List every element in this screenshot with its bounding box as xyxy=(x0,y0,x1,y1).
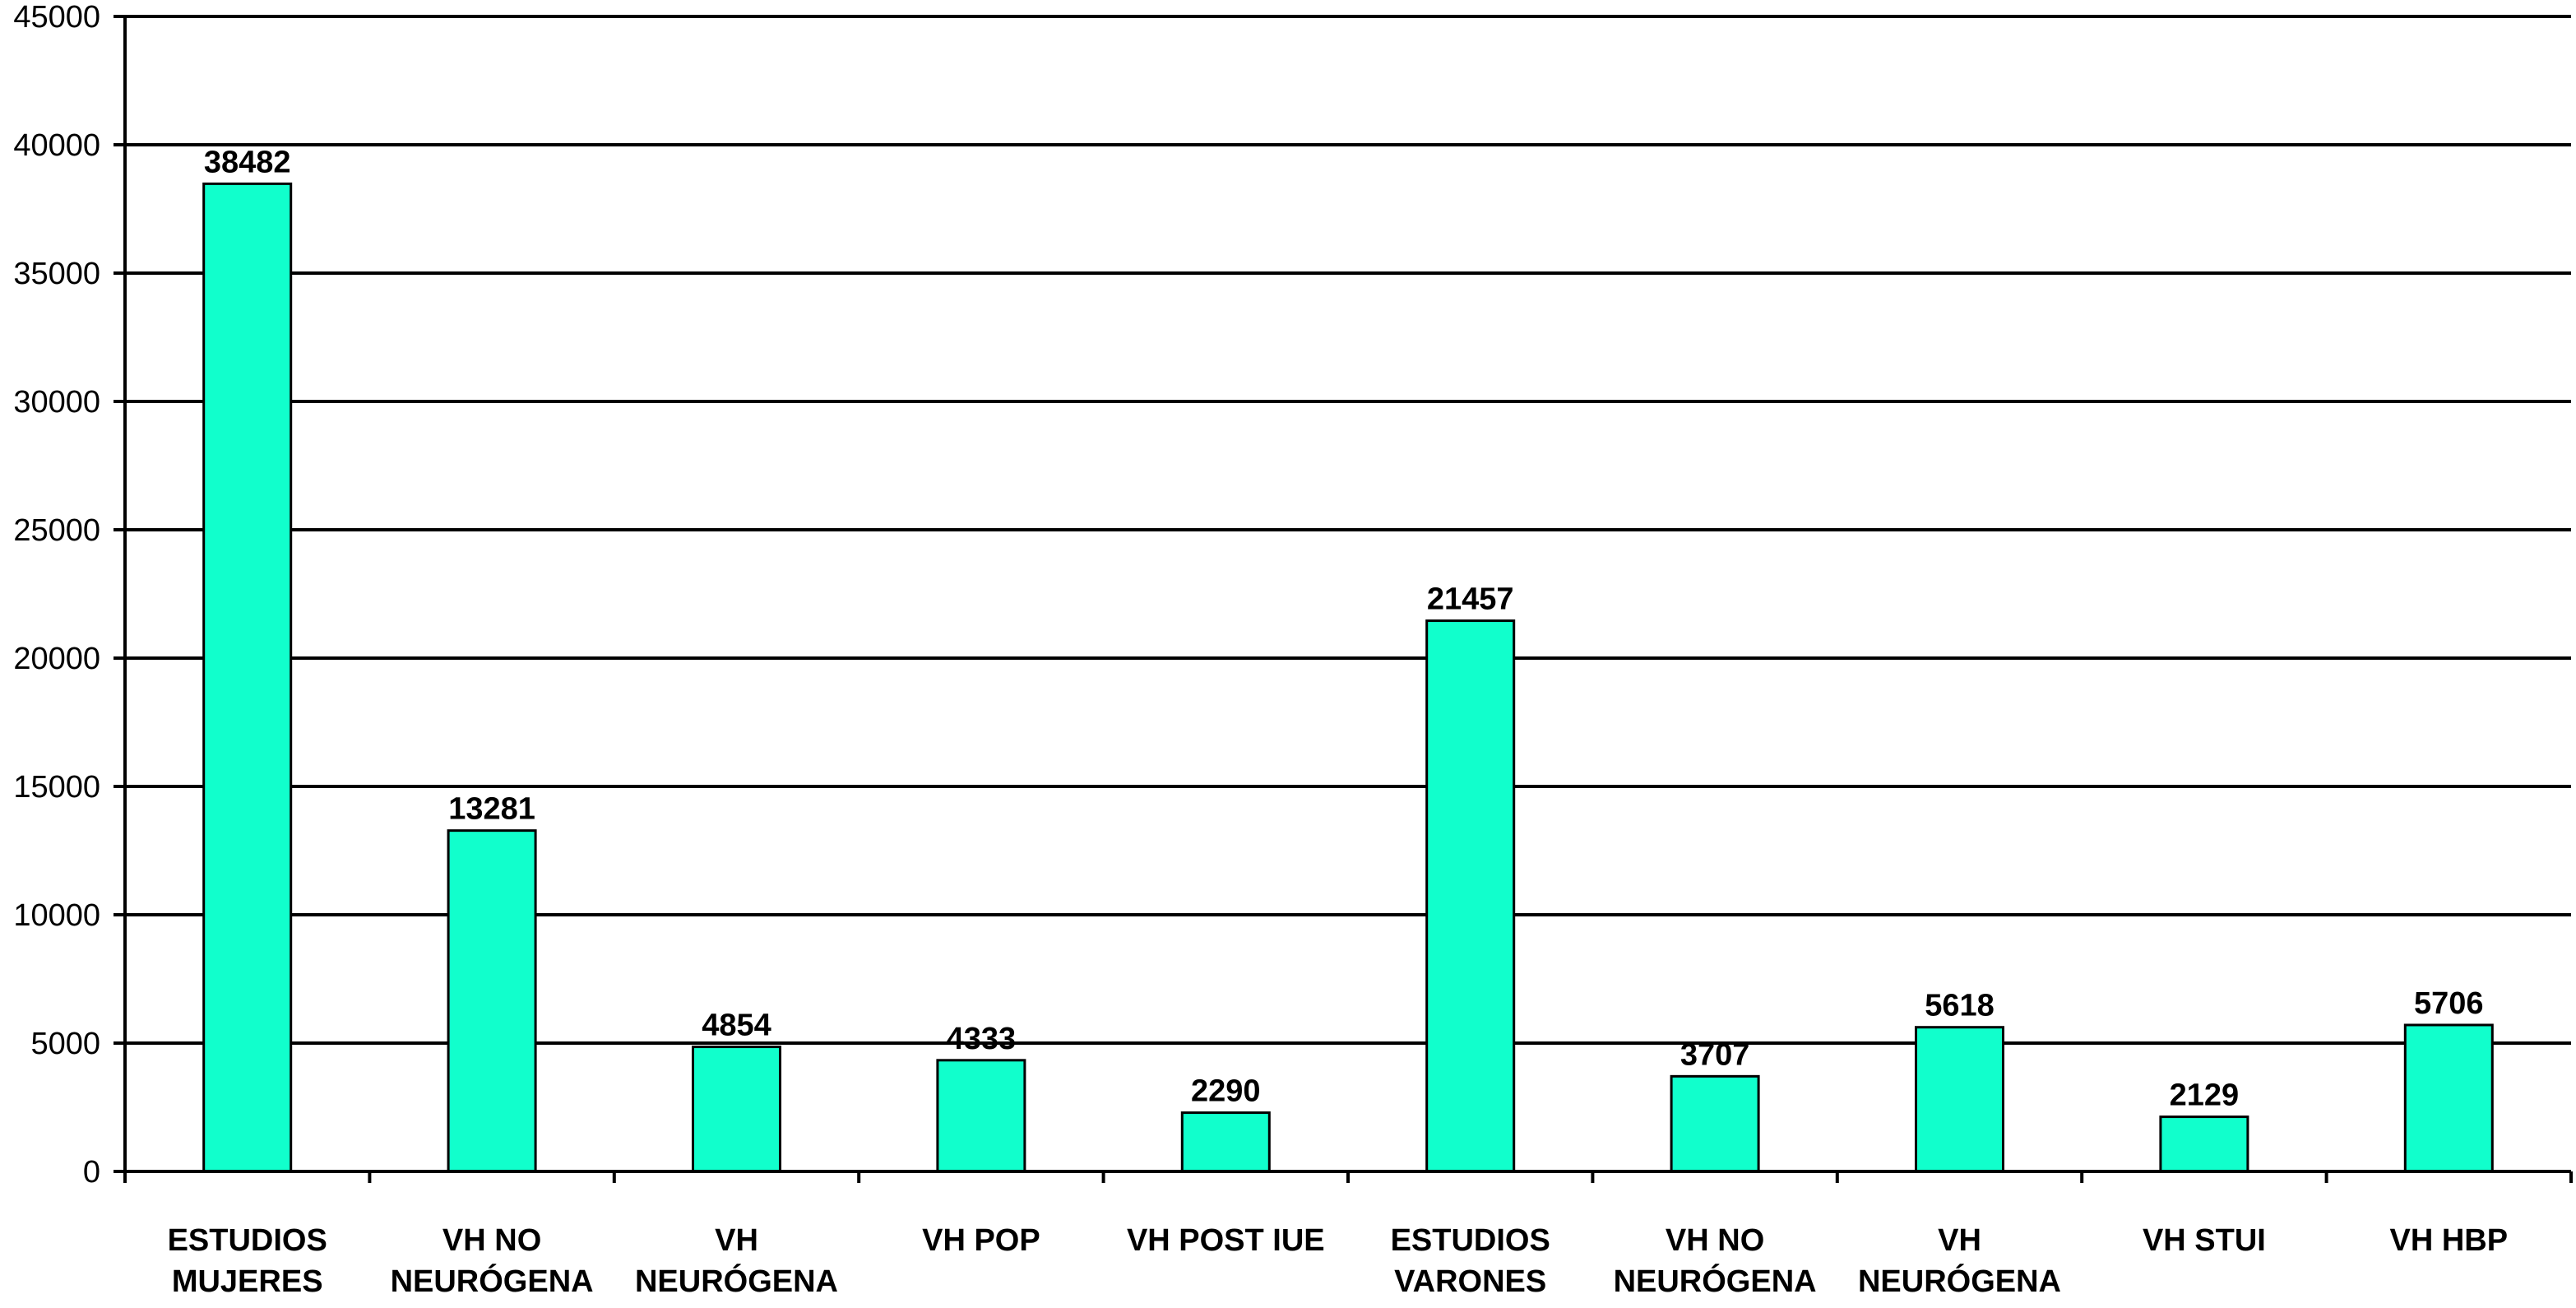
x-tick-label: VH HBP xyxy=(2390,1223,2509,1258)
bars xyxy=(202,182,2494,1173)
y-tick-label: 10000 xyxy=(13,898,100,933)
x-tick-label: MUJERES xyxy=(172,1264,323,1299)
data-label: 13281 xyxy=(448,792,535,827)
x-tick-label: VH POP xyxy=(922,1223,1040,1258)
bar xyxy=(1425,619,1516,1173)
y-tick-label: 5000 xyxy=(30,1027,100,1061)
x-tick-label: NEURÓGENA xyxy=(1614,1263,1817,1299)
data-label: 5618 xyxy=(1925,989,1995,1023)
x-tick-label: VH xyxy=(715,1223,758,1258)
y-tick-label: 40000 xyxy=(13,128,100,163)
bar xyxy=(447,829,537,1173)
x-tick-label: VH NO xyxy=(1666,1223,1764,1258)
data-label: 4854 xyxy=(702,1009,771,1043)
data-label: 38482 xyxy=(204,145,291,179)
bar xyxy=(202,182,293,1173)
labels: 0 5000 10000 15000 20000 25000 30000 35000 40000… xyxy=(13,0,2508,1299)
x-tick-label: VH STUI xyxy=(2143,1223,2266,1258)
y-tick-label: 15000 xyxy=(13,770,100,805)
data-label: 3707 xyxy=(1680,1037,1750,1072)
y-tick-label: 0 xyxy=(83,1155,100,1190)
bar xyxy=(1180,1111,1271,1173)
y-tick-label: 35000 xyxy=(13,257,100,291)
data-label: 5706 xyxy=(2414,986,2484,1021)
data-label: 4333 xyxy=(947,1022,1017,1056)
x-tick-label: NEURÓGENA xyxy=(635,1263,838,1299)
x-tick-label: VH POST IUE xyxy=(1127,1223,1325,1258)
x-tick-label: NEURÓGENA xyxy=(391,1263,594,1299)
y-tick-label: 30000 xyxy=(13,385,100,420)
bar xyxy=(692,1046,781,1173)
x-tick-label: VARONES xyxy=(1394,1264,1546,1299)
x-tick-label: VH NO xyxy=(442,1223,541,1258)
data-label: 2129 xyxy=(2170,1078,2240,1113)
bar xyxy=(2159,1116,2249,1173)
y-tick-label: 20000 xyxy=(13,642,100,676)
y-tick-label: 45000 xyxy=(13,0,100,35)
x-tick-label: ESTUDIOS xyxy=(1391,1223,1550,1258)
bar xyxy=(1670,1074,1760,1173)
x-tick-label: NEURÓGENA xyxy=(1858,1263,2061,1299)
x-tick-label: VH xyxy=(1938,1223,1981,1258)
y-tick-label: 25000 xyxy=(13,513,100,548)
bar xyxy=(936,1059,1026,1173)
bar xyxy=(2403,1023,2494,1173)
data-label: 2290 xyxy=(1191,1074,1261,1109)
data-label: 21457 xyxy=(1427,582,1514,617)
bar xyxy=(1915,1026,2004,1173)
x-tick-label: ESTUDIOS xyxy=(168,1223,327,1258)
axes xyxy=(114,15,2573,1183)
